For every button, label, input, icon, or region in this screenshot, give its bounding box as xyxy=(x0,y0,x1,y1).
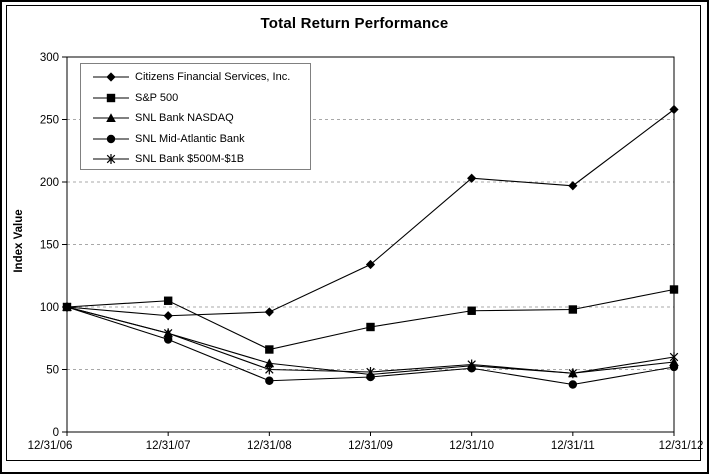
legend-item-citizens: Citizens Financial Services, Inc. xyxy=(81,67,310,88)
asterisk-marker xyxy=(568,368,578,379)
asterisk-marker xyxy=(163,328,173,339)
y-tick-label: 50 xyxy=(46,365,59,377)
square-marker xyxy=(568,305,578,314)
x-tick-label: 12/31/06 xyxy=(28,440,73,452)
square-marker xyxy=(669,285,679,294)
diamond-marker xyxy=(669,104,679,115)
square-series-marker-icon xyxy=(93,93,129,102)
legend-label: SNL Mid-Atlantic Bank xyxy=(135,132,245,145)
square-marker xyxy=(467,306,476,315)
triangle-marker xyxy=(106,113,116,123)
x-tick-label: 12/31/08 xyxy=(247,440,292,452)
diamond-marker xyxy=(467,173,477,183)
y-tick-label: 250 xyxy=(40,115,59,127)
series-line xyxy=(66,306,675,374)
asterisk-marker xyxy=(366,367,375,377)
y-tick-label: 200 xyxy=(40,177,59,189)
y-tick-label: 150 xyxy=(40,240,59,252)
square-marker xyxy=(163,296,173,305)
chart-title: Total Return Performance xyxy=(260,15,449,32)
asterisk-series-marker-icon xyxy=(93,154,129,165)
square-marker xyxy=(265,345,274,354)
diamond-marker xyxy=(568,181,578,191)
x-tick-label: 12/31/10 xyxy=(449,440,494,452)
x-tick-label: 12/31/12 xyxy=(659,440,704,452)
triangle-marker xyxy=(264,358,275,368)
legend-item-sp500: S&P 500 xyxy=(81,88,310,109)
legend-label: SNL Bank $500M-$1B xyxy=(135,153,245,166)
series-line xyxy=(66,306,675,376)
x-tick-label: 12/31/11 xyxy=(551,440,595,452)
diamond-marker xyxy=(163,311,173,321)
square-marker xyxy=(106,93,116,102)
legend-item-snl-500m-1b: SNL Bank $500M-$1B xyxy=(81,149,310,170)
asterisk-marker xyxy=(669,352,679,362)
y-tick-label: 100 xyxy=(40,302,59,314)
y-tick-label: 0 xyxy=(53,427,59,439)
x-tick-label: 12/31/07 xyxy=(146,440,191,452)
circle-marker xyxy=(669,362,679,372)
legend-item-snl-bank-nasdaq: SNL Bank NASDAQ xyxy=(81,108,310,129)
circle-marker xyxy=(265,376,274,385)
legend-label: Citizens Financial Services, Inc. xyxy=(135,71,291,84)
circle-marker xyxy=(106,134,116,143)
asterisk-marker xyxy=(265,364,274,375)
circle-marker xyxy=(568,380,578,389)
series-line xyxy=(66,288,675,351)
legend-label: S&P 500 xyxy=(135,91,179,104)
diamond-marker xyxy=(106,72,116,82)
square-marker xyxy=(366,322,375,332)
diamond-marker xyxy=(264,307,274,317)
legend-label: SNL Bank NASDAQ xyxy=(135,112,234,125)
asterisk-marker xyxy=(106,154,116,165)
asterisk-marker xyxy=(62,302,72,312)
legend: Citizens Financial Services, Inc. S&P 50… xyxy=(80,63,311,170)
asterisk-marker xyxy=(467,359,476,370)
circle-marker xyxy=(163,335,173,344)
circle-series-marker-icon xyxy=(93,134,129,143)
diamond-marker xyxy=(365,259,376,270)
diamond-series-marker-icon xyxy=(93,72,129,82)
x-tick-label: 12/31/09 xyxy=(348,440,393,452)
triangle-series-marker-icon xyxy=(93,113,129,123)
legend-item-snl-mid-atlantic: SNL Mid-Atlantic Bank xyxy=(81,129,310,150)
y-tick-label: 300 xyxy=(40,52,59,64)
